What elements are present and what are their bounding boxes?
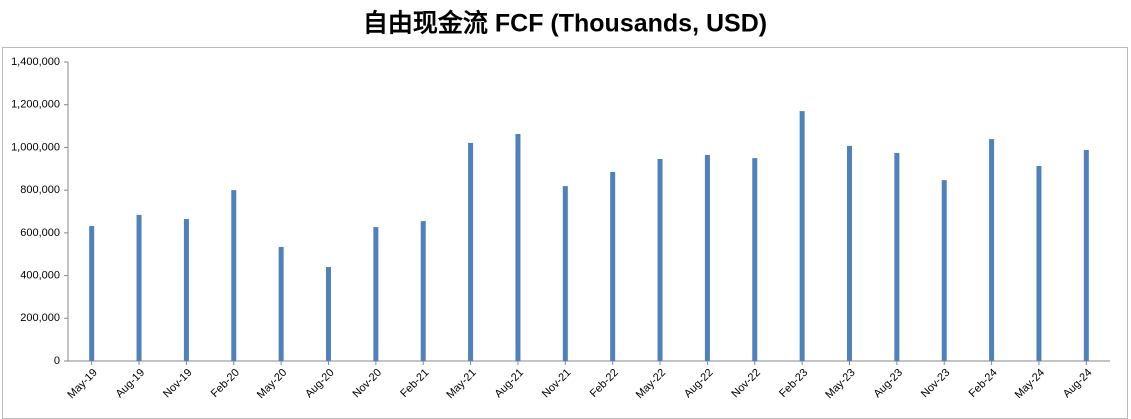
x-tick-label: Nov-19 — [161, 367, 195, 401]
y-tick-label: 0 — [54, 355, 60, 367]
x-tick-label: Feb-24 — [967, 367, 1000, 400]
bar — [657, 158, 663, 361]
bar — [373, 227, 379, 361]
bar — [610, 171, 616, 361]
x-tick-label: Aug-19 — [114, 367, 148, 401]
y-tick-label: 1,200,000 — [11, 99, 60, 111]
bar — [278, 246, 284, 361]
x-tick-label: Feb-23 — [777, 367, 810, 400]
bar — [326, 267, 331, 361]
y-tick-label: 800,000 — [20, 184, 60, 196]
bar — [704, 154, 710, 361]
x-tick-label: May-21 — [444, 367, 478, 401]
x-tick-label: Nov-23 — [919, 367, 953, 401]
x-tick-label: Aug-22 — [682, 367, 716, 401]
bar — [136, 214, 142, 361]
x-tick-label: Feb-20 — [209, 367, 242, 400]
bar — [515, 133, 521, 361]
bar — [1036, 166, 1042, 361]
bar — [941, 180, 947, 361]
bar — [231, 190, 237, 361]
bar — [1083, 149, 1089, 361]
y-tick-label: 1,000,000 — [11, 141, 60, 153]
bar — [752, 158, 758, 361]
bar — [183, 218, 189, 361]
x-tick-label: Aug-21 — [493, 367, 527, 401]
y-tick-label: 1,400,000 — [11, 56, 60, 68]
y-tick-label: 200,000 — [20, 312, 60, 324]
x-tick-label: May-24 — [1013, 367, 1047, 401]
bar — [420, 221, 426, 361]
bar — [847, 145, 852, 361]
y-tick-label: 400,000 — [20, 269, 60, 281]
bar — [89, 226, 95, 361]
bar — [894, 152, 900, 361]
x-tick-label: Aug-24 — [1061, 367, 1095, 401]
x-tick-label: Aug-23 — [871, 367, 905, 401]
x-tick-label: May-23 — [823, 367, 857, 401]
bar — [799, 111, 805, 361]
x-tick-label: Aug-20 — [303, 367, 337, 401]
x-tick-label: May-22 — [634, 367, 668, 401]
bar — [989, 139, 995, 361]
x-tick-label: Feb-22 — [588, 367, 621, 400]
x-tick-label: Feb-21 — [398, 367, 431, 400]
x-tick-label: Nov-20 — [350, 367, 384, 401]
chart-title: 自由现金流 FCF (Thousands, USD) — [363, 9, 767, 38]
y-tick-label: 600,000 — [20, 227, 60, 239]
bar — [468, 142, 474, 361]
x-tick-label: Nov-22 — [729, 367, 763, 401]
bar — [562, 186, 568, 361]
x-tick-label: May-20 — [255, 367, 289, 401]
x-tick-label: Nov-21 — [540, 367, 574, 401]
x-tick-label: May-19 — [65, 367, 99, 401]
